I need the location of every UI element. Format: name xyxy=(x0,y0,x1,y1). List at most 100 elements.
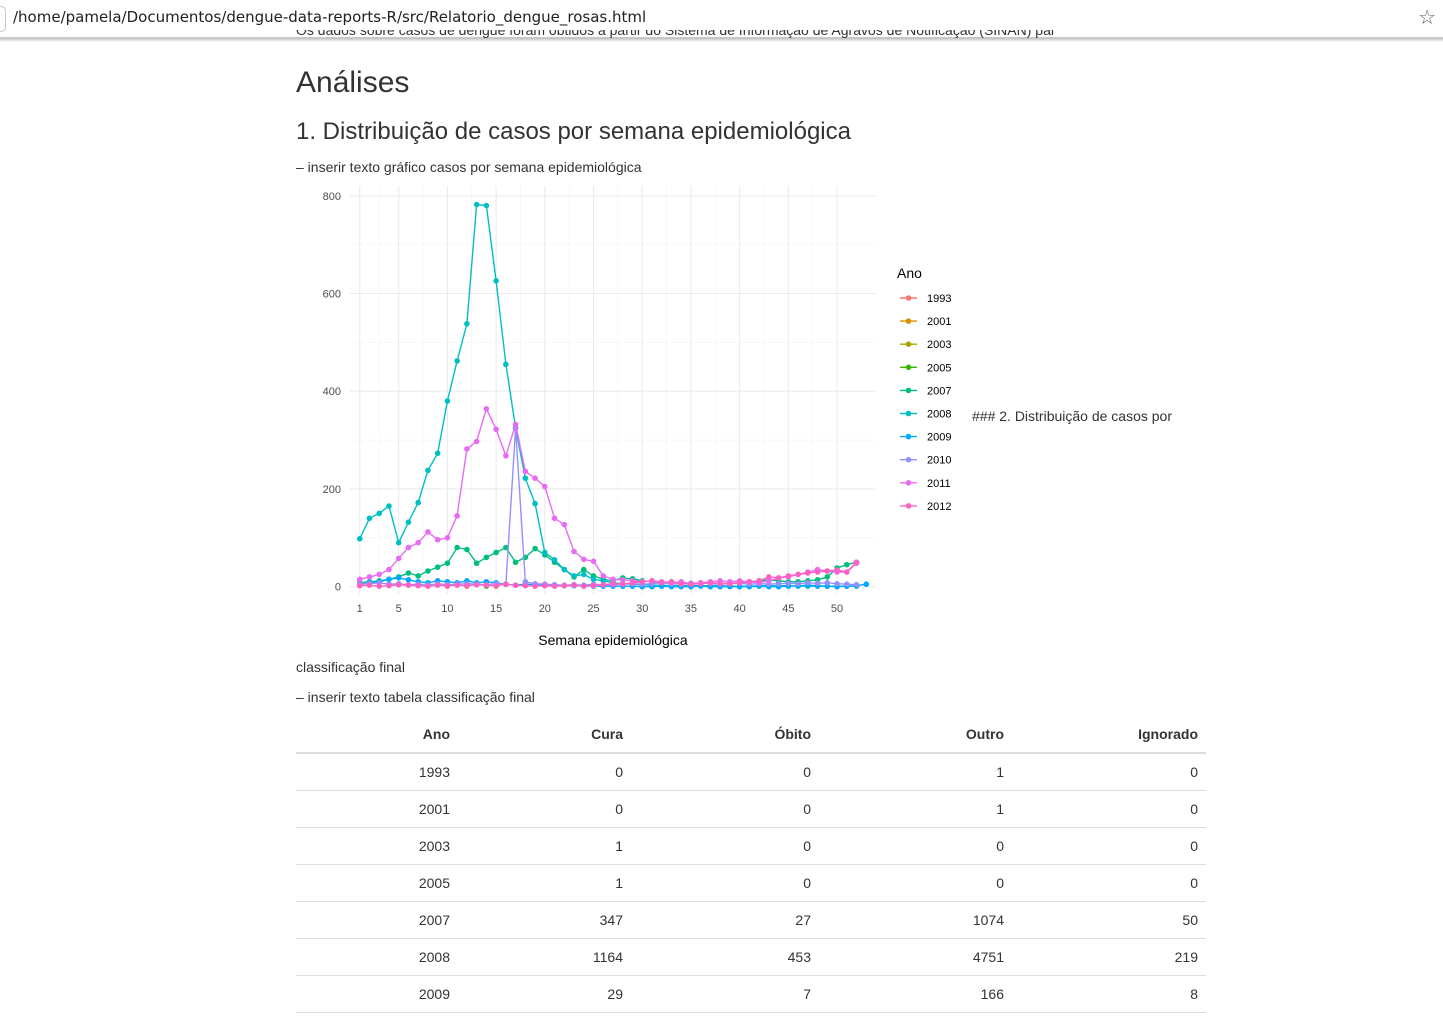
table-cell: 1164 xyxy=(458,938,631,976)
classification-table: Ano Cura Óbito Outro Ignorado 1993 0 0 1 0 2001 0 0… xyxy=(296,716,1206,1013)
data-point-2007 xyxy=(454,544,460,551)
column-header: Outro xyxy=(819,716,1012,754)
legend-label: 1993 xyxy=(927,293,951,305)
table-row: 2003 1 0 0 0 xyxy=(296,827,1206,865)
data-point-2008 xyxy=(376,510,383,517)
data-point-2012 xyxy=(454,582,460,589)
data-point-2010 xyxy=(843,581,850,588)
x-tick-label: 45 xyxy=(782,603,794,615)
data-point-2012 xyxy=(824,568,831,574)
page-title: Análises xyxy=(296,66,410,99)
stray-heading-text: ### 2. Distribuição de casos por xyxy=(972,408,1172,424)
data-point-2012 xyxy=(658,579,665,586)
data-point-2007 xyxy=(483,554,490,561)
x-tick-label: 1 xyxy=(357,603,363,615)
data-point-2007 xyxy=(444,560,451,567)
series-line-2010 xyxy=(359,428,857,586)
table-cell: 0 xyxy=(1012,864,1206,902)
legend-label: 2001 xyxy=(927,316,951,328)
data-point-2010 xyxy=(522,578,529,585)
data-point-2008 xyxy=(473,201,480,208)
legend-key-point xyxy=(905,503,912,509)
table-row: 1993 0 0 1 0 xyxy=(296,753,1206,791)
data-point-2008 xyxy=(366,515,373,522)
x-tick-label: 5 xyxy=(396,603,402,615)
y-tick-label: 600 xyxy=(323,288,341,300)
data-point-2012 xyxy=(425,583,431,589)
data-point-2010 xyxy=(775,580,782,587)
url-text[interactable]: /home/pamela/Documentos/dengue-data-repo… xyxy=(13,8,647,26)
data-point-2007 xyxy=(415,573,421,579)
table-cell: 0 xyxy=(631,790,819,828)
data-point-2011 xyxy=(415,539,421,546)
table-cell: 453 xyxy=(631,938,819,976)
data-point-2012 xyxy=(707,579,714,586)
table-cell: 50 xyxy=(1012,901,1206,939)
column-header: Cura xyxy=(458,716,631,754)
legend-label: 2003 xyxy=(927,339,951,351)
data-point-2012 xyxy=(795,571,801,578)
legend-key-point xyxy=(905,410,912,417)
data-point-2008 xyxy=(532,500,538,507)
data-point-2012 xyxy=(483,582,490,589)
data-point-2012 xyxy=(395,581,402,588)
data-point-2011 xyxy=(503,452,509,459)
table-cell: 1074 xyxy=(819,901,1012,939)
table-cell: 2005 xyxy=(296,864,458,902)
legend-key-point xyxy=(905,480,912,486)
data-point-2011 xyxy=(493,426,499,433)
bookmark-star-icon[interactable]: ☆ xyxy=(1418,5,1436,29)
table-cell: 4751 xyxy=(819,938,1012,976)
data-point-2012 xyxy=(444,582,451,589)
data-point-2008 xyxy=(444,398,451,404)
series-line-2008 xyxy=(359,203,857,587)
data-point-2012 xyxy=(678,580,684,587)
data-point-2012 xyxy=(814,569,821,575)
data-point-2011 xyxy=(366,574,373,580)
data-point-2012 xyxy=(619,581,626,588)
data-point-2011 xyxy=(766,578,772,584)
table-cell: 2007 xyxy=(296,901,458,939)
data-point-2010 xyxy=(853,581,860,588)
data-point-2007 xyxy=(824,574,831,580)
data-point-2008 xyxy=(434,450,441,457)
data-point-2012 xyxy=(805,570,811,576)
data-point-2007 xyxy=(532,545,538,552)
data-point-2012 xyxy=(386,582,392,589)
table-row: 2007 347 27 1074 50 xyxy=(296,901,1206,939)
data-point-2012 xyxy=(756,578,762,584)
table-row: 2009 29 7 166 8 xyxy=(296,975,1206,1013)
data-point-2012 xyxy=(376,583,383,589)
data-point-2012 xyxy=(464,582,470,589)
data-point-2012 xyxy=(532,583,538,589)
table-cell: 0 xyxy=(1012,790,1206,828)
table-cell: 2003 xyxy=(296,827,458,865)
data-point-2012 xyxy=(629,579,636,586)
x-tick-label: 25 xyxy=(587,603,599,615)
legend-key-point xyxy=(905,387,912,394)
data-point-2011 xyxy=(522,468,529,475)
address-bar[interactable]: /home/pamela/Documentos/dengue-data-repo… xyxy=(0,0,1443,38)
data-point-2012 xyxy=(746,578,753,585)
clipped-paragraph-text: Os dados sobre casos de dengue foram obt… xyxy=(296,30,1056,38)
data-point-2011 xyxy=(580,556,587,563)
data-point-2011 xyxy=(434,536,441,543)
x-tick-label: 15 xyxy=(490,603,502,615)
y-tick-label: 0 xyxy=(335,582,341,594)
data-point-2012 xyxy=(571,582,577,589)
data-point-2012 xyxy=(405,582,412,589)
data-point-2012 xyxy=(493,582,499,589)
data-point-2012 xyxy=(697,580,704,587)
data-point-2010 xyxy=(834,580,840,587)
data-point-2012 xyxy=(590,582,597,589)
data-point-2012 xyxy=(688,581,694,588)
table-cell: 2008 xyxy=(296,938,458,976)
cases-by-week-chart: 0 200 400 600 800 1 5 10 15 20 25 30 35 40 45 50 Semana … xyxy=(296,182,1176,652)
data-point-2011 xyxy=(444,535,451,541)
data-point-2011 xyxy=(454,513,460,519)
data-point-2012 xyxy=(542,582,548,589)
x-tick-label: 50 xyxy=(831,603,843,615)
section1-text: – inserir texto gráfico casos por semana… xyxy=(296,159,642,175)
data-point-2009 xyxy=(405,577,412,583)
data-point-2007 xyxy=(405,570,412,576)
